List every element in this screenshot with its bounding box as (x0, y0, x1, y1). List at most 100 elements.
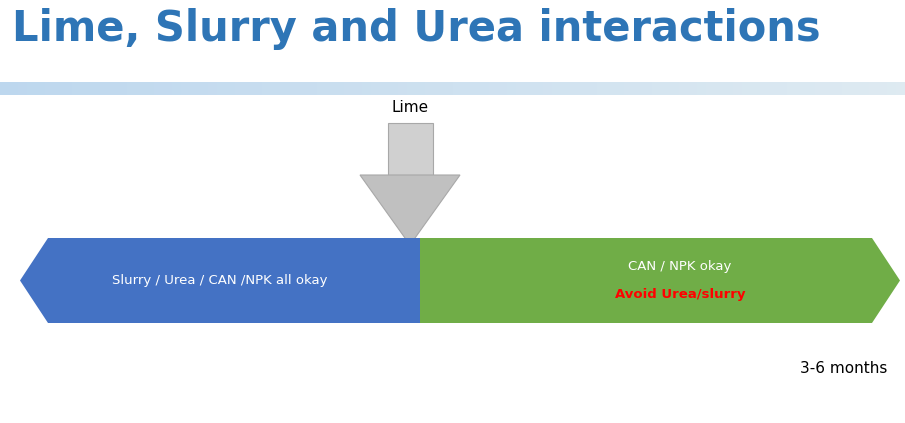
Bar (235, 82, 244, 95)
Bar (181, 82, 190, 95)
Bar (652, 82, 661, 95)
Bar (760, 82, 769, 95)
Bar (543, 82, 552, 95)
Bar (36, 82, 45, 95)
Bar (525, 82, 534, 95)
Bar (489, 82, 498, 95)
Bar (81, 82, 91, 95)
Bar (172, 82, 181, 95)
Bar (851, 82, 860, 95)
Bar (579, 82, 588, 95)
Bar (643, 82, 652, 95)
Bar (199, 82, 208, 95)
Bar (869, 82, 878, 95)
Bar (878, 82, 887, 95)
Bar (697, 82, 706, 95)
Bar (154, 82, 163, 95)
Bar (308, 82, 317, 95)
Bar (751, 82, 760, 95)
Bar (145, 82, 154, 95)
Bar (606, 82, 615, 95)
Bar (552, 82, 561, 95)
Bar (724, 82, 733, 95)
Bar (733, 82, 742, 95)
Bar (507, 82, 516, 95)
Bar (0, 82, 9, 95)
Bar (253, 82, 262, 95)
Bar (624, 82, 633, 95)
Bar (480, 82, 489, 95)
Bar (371, 82, 380, 95)
Bar (136, 82, 145, 95)
Bar (896, 82, 905, 95)
Bar (416, 82, 425, 95)
Bar (326, 82, 335, 95)
Bar (27, 82, 36, 95)
Bar (163, 82, 172, 95)
Bar (208, 82, 217, 95)
Bar (742, 82, 751, 95)
Bar (299, 82, 308, 95)
Bar (362, 82, 371, 95)
Bar (787, 82, 796, 95)
Bar (498, 82, 507, 95)
Bar (118, 82, 127, 95)
Bar (778, 82, 787, 95)
Polygon shape (360, 175, 460, 245)
Bar (398, 82, 407, 95)
Polygon shape (420, 238, 900, 323)
Bar (570, 82, 579, 95)
Text: Slurry / Urea / CAN /NPK all okay: Slurry / Urea / CAN /NPK all okay (112, 274, 328, 287)
Bar (54, 82, 63, 95)
Bar (706, 82, 715, 95)
Bar (670, 82, 679, 95)
Bar (90, 82, 100, 95)
Bar (860, 82, 869, 95)
Bar (833, 82, 842, 95)
Bar (887, 82, 896, 95)
Polygon shape (387, 123, 433, 175)
Bar (452, 82, 462, 95)
Bar (434, 82, 443, 95)
Bar (588, 82, 597, 95)
Bar (127, 82, 136, 95)
Text: 3-6 months: 3-6 months (800, 360, 887, 376)
Bar (217, 82, 226, 95)
Bar (661, 82, 670, 95)
Bar (688, 82, 697, 95)
Bar (425, 82, 434, 95)
Bar (805, 82, 814, 95)
Bar (262, 82, 272, 95)
Bar (769, 82, 778, 95)
Bar (226, 82, 235, 95)
Bar (109, 82, 118, 95)
Bar (389, 82, 398, 95)
Bar (516, 82, 525, 95)
Bar (72, 82, 81, 95)
Bar (634, 82, 643, 95)
Bar (380, 82, 389, 95)
Bar (244, 82, 253, 95)
Bar (534, 82, 543, 95)
Bar (842, 82, 851, 95)
Bar (615, 82, 624, 95)
Polygon shape (20, 238, 420, 323)
Bar (824, 82, 833, 95)
Bar (715, 82, 724, 95)
Bar (272, 82, 281, 95)
Bar (796, 82, 805, 95)
Bar (18, 82, 27, 95)
Bar (317, 82, 326, 95)
Text: Lime, Slurry and Urea interactions: Lime, Slurry and Urea interactions (12, 8, 821, 50)
Bar (353, 82, 362, 95)
Bar (290, 82, 299, 95)
Bar (335, 82, 344, 95)
Bar (281, 82, 290, 95)
Text: Lime: Lime (392, 100, 429, 115)
Bar (63, 82, 72, 95)
Bar (814, 82, 824, 95)
Text: CAN / NPK okay: CAN / NPK okay (628, 260, 731, 273)
Bar (407, 82, 416, 95)
Bar (679, 82, 688, 95)
Bar (597, 82, 606, 95)
